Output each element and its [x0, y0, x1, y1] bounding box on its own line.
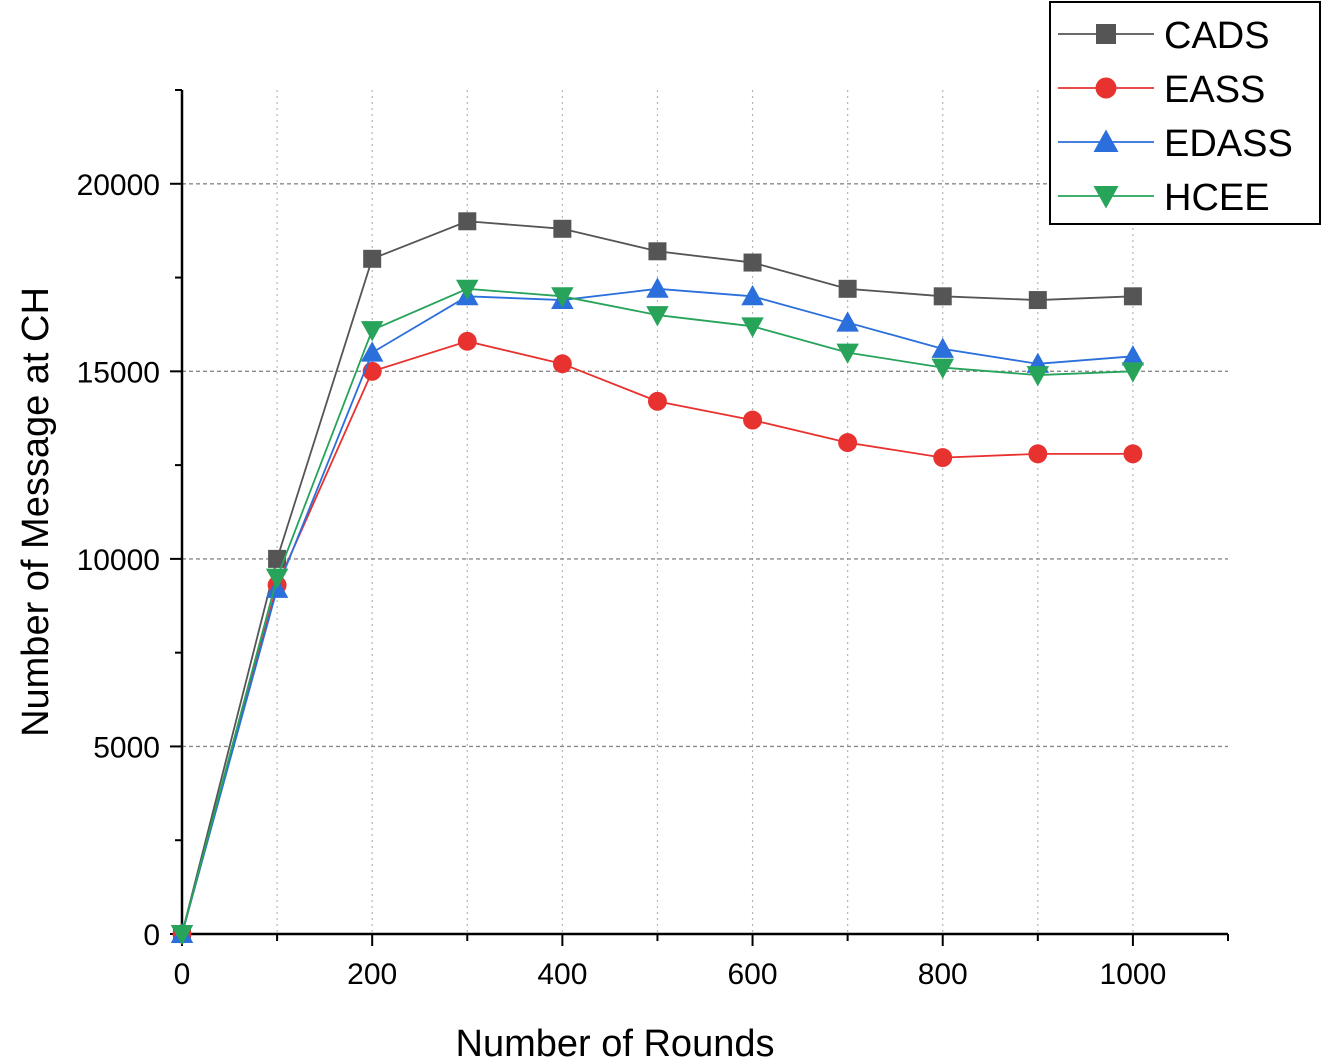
- data-point-edass: [1121, 345, 1145, 366]
- legend: CADS EASS EDASS HCEE: [1049, 1, 1321, 225]
- legend-label-eass: EASS: [1164, 69, 1265, 111]
- legend-marker-hcee: [1093, 186, 1119, 209]
- data-point-eass: [1028, 444, 1048, 464]
- data-point-eass: [743, 410, 762, 430]
- data-point-cads: [743, 253, 762, 272]
- x-axis-ticks: 0 200 400 600 800 1000: [174, 934, 1229, 991]
- data-point-eass: [552, 354, 572, 374]
- y-tick-label: 0: [143, 919, 160, 952]
- data-point-hcee: [456, 279, 479, 301]
- legend-item-hcee: HCEE: [1058, 177, 1270, 219]
- data-point-cads: [933, 287, 952, 306]
- series-cads: [173, 212, 1142, 943]
- y-tick-label: 15000: [77, 356, 160, 389]
- legend-marker-eass: [1095, 77, 1117, 99]
- data-point-hcee: [836, 343, 859, 364]
- data-point-hcee: [1026, 366, 1050, 387]
- legend-label-cads: CADS: [1164, 15, 1270, 57]
- x-axis-title: Number of Rounds: [456, 1023, 775, 1062]
- y-tick-label: 20000: [77, 169, 160, 202]
- data-point-cads: [268, 549, 287, 568]
- x-tick-label: 0: [174, 958, 191, 991]
- x-tick-label: 1000: [1100, 958, 1167, 991]
- y-axis-ticks: 0 5000 10000 15000 20000: [77, 89, 182, 952]
- legend-item-eass: EASS: [1058, 69, 1265, 111]
- y-tick-label: 10000: [77, 544, 160, 577]
- series-hcee: [170, 279, 1145, 946]
- data-point-hcee: [360, 321, 384, 342]
- legend-item-cads: CADS: [1058, 15, 1270, 57]
- series-layer: [170, 212, 1145, 946]
- data-point-hcee: [741, 317, 764, 338]
- data-point-edass: [646, 277, 669, 298]
- data-point-edass: [741, 285, 764, 306]
- y-axis-title: Number of Message at CH: [15, 287, 57, 737]
- x-tick-label: 600: [728, 958, 778, 991]
- data-point-eass: [1123, 444, 1143, 464]
- y-tick-label: 5000: [93, 731, 160, 764]
- data-point-hcee: [551, 287, 574, 308]
- data-point-edass: [360, 341, 384, 362]
- data-point-hcee: [1121, 362, 1145, 383]
- data-point-eass: [457, 331, 477, 351]
- data-point-cads: [838, 279, 857, 298]
- x-tick-label: 400: [537, 958, 587, 991]
- data-point-cads: [1123, 287, 1142, 306]
- legend-marker-edass: [1093, 129, 1119, 152]
- data-point-eass: [933, 448, 953, 468]
- legend-item-edass: EDASS: [1058, 123, 1293, 165]
- series-edass: [170, 277, 1145, 943]
- data-point-hcee: [646, 306, 669, 327]
- data-point-hcee: [170, 925, 194, 946]
- legend-label-edass: EDASS: [1164, 123, 1293, 165]
- x-tick-label: 800: [918, 958, 968, 991]
- data-point-hcee: [931, 358, 954, 379]
- legend-marker-cads: [1096, 24, 1116, 44]
- data-point-cads: [553, 219, 572, 238]
- legend-label-hcee: HCEE: [1164, 177, 1270, 219]
- data-point-cads: [1028, 291, 1047, 310]
- data-point-cads: [363, 249, 382, 268]
- data-point-edass: [931, 337, 954, 358]
- axes: [180, 90, 1228, 936]
- data-point-cads: [458, 212, 477, 231]
- data-point-eass: [648, 391, 667, 411]
- x-tick-label: 200: [347, 958, 397, 991]
- data-point-eass: [838, 433, 858, 453]
- data-point-hcee: [265, 568, 289, 589]
- data-point-cads: [648, 242, 667, 261]
- data-point-edass: [836, 311, 859, 332]
